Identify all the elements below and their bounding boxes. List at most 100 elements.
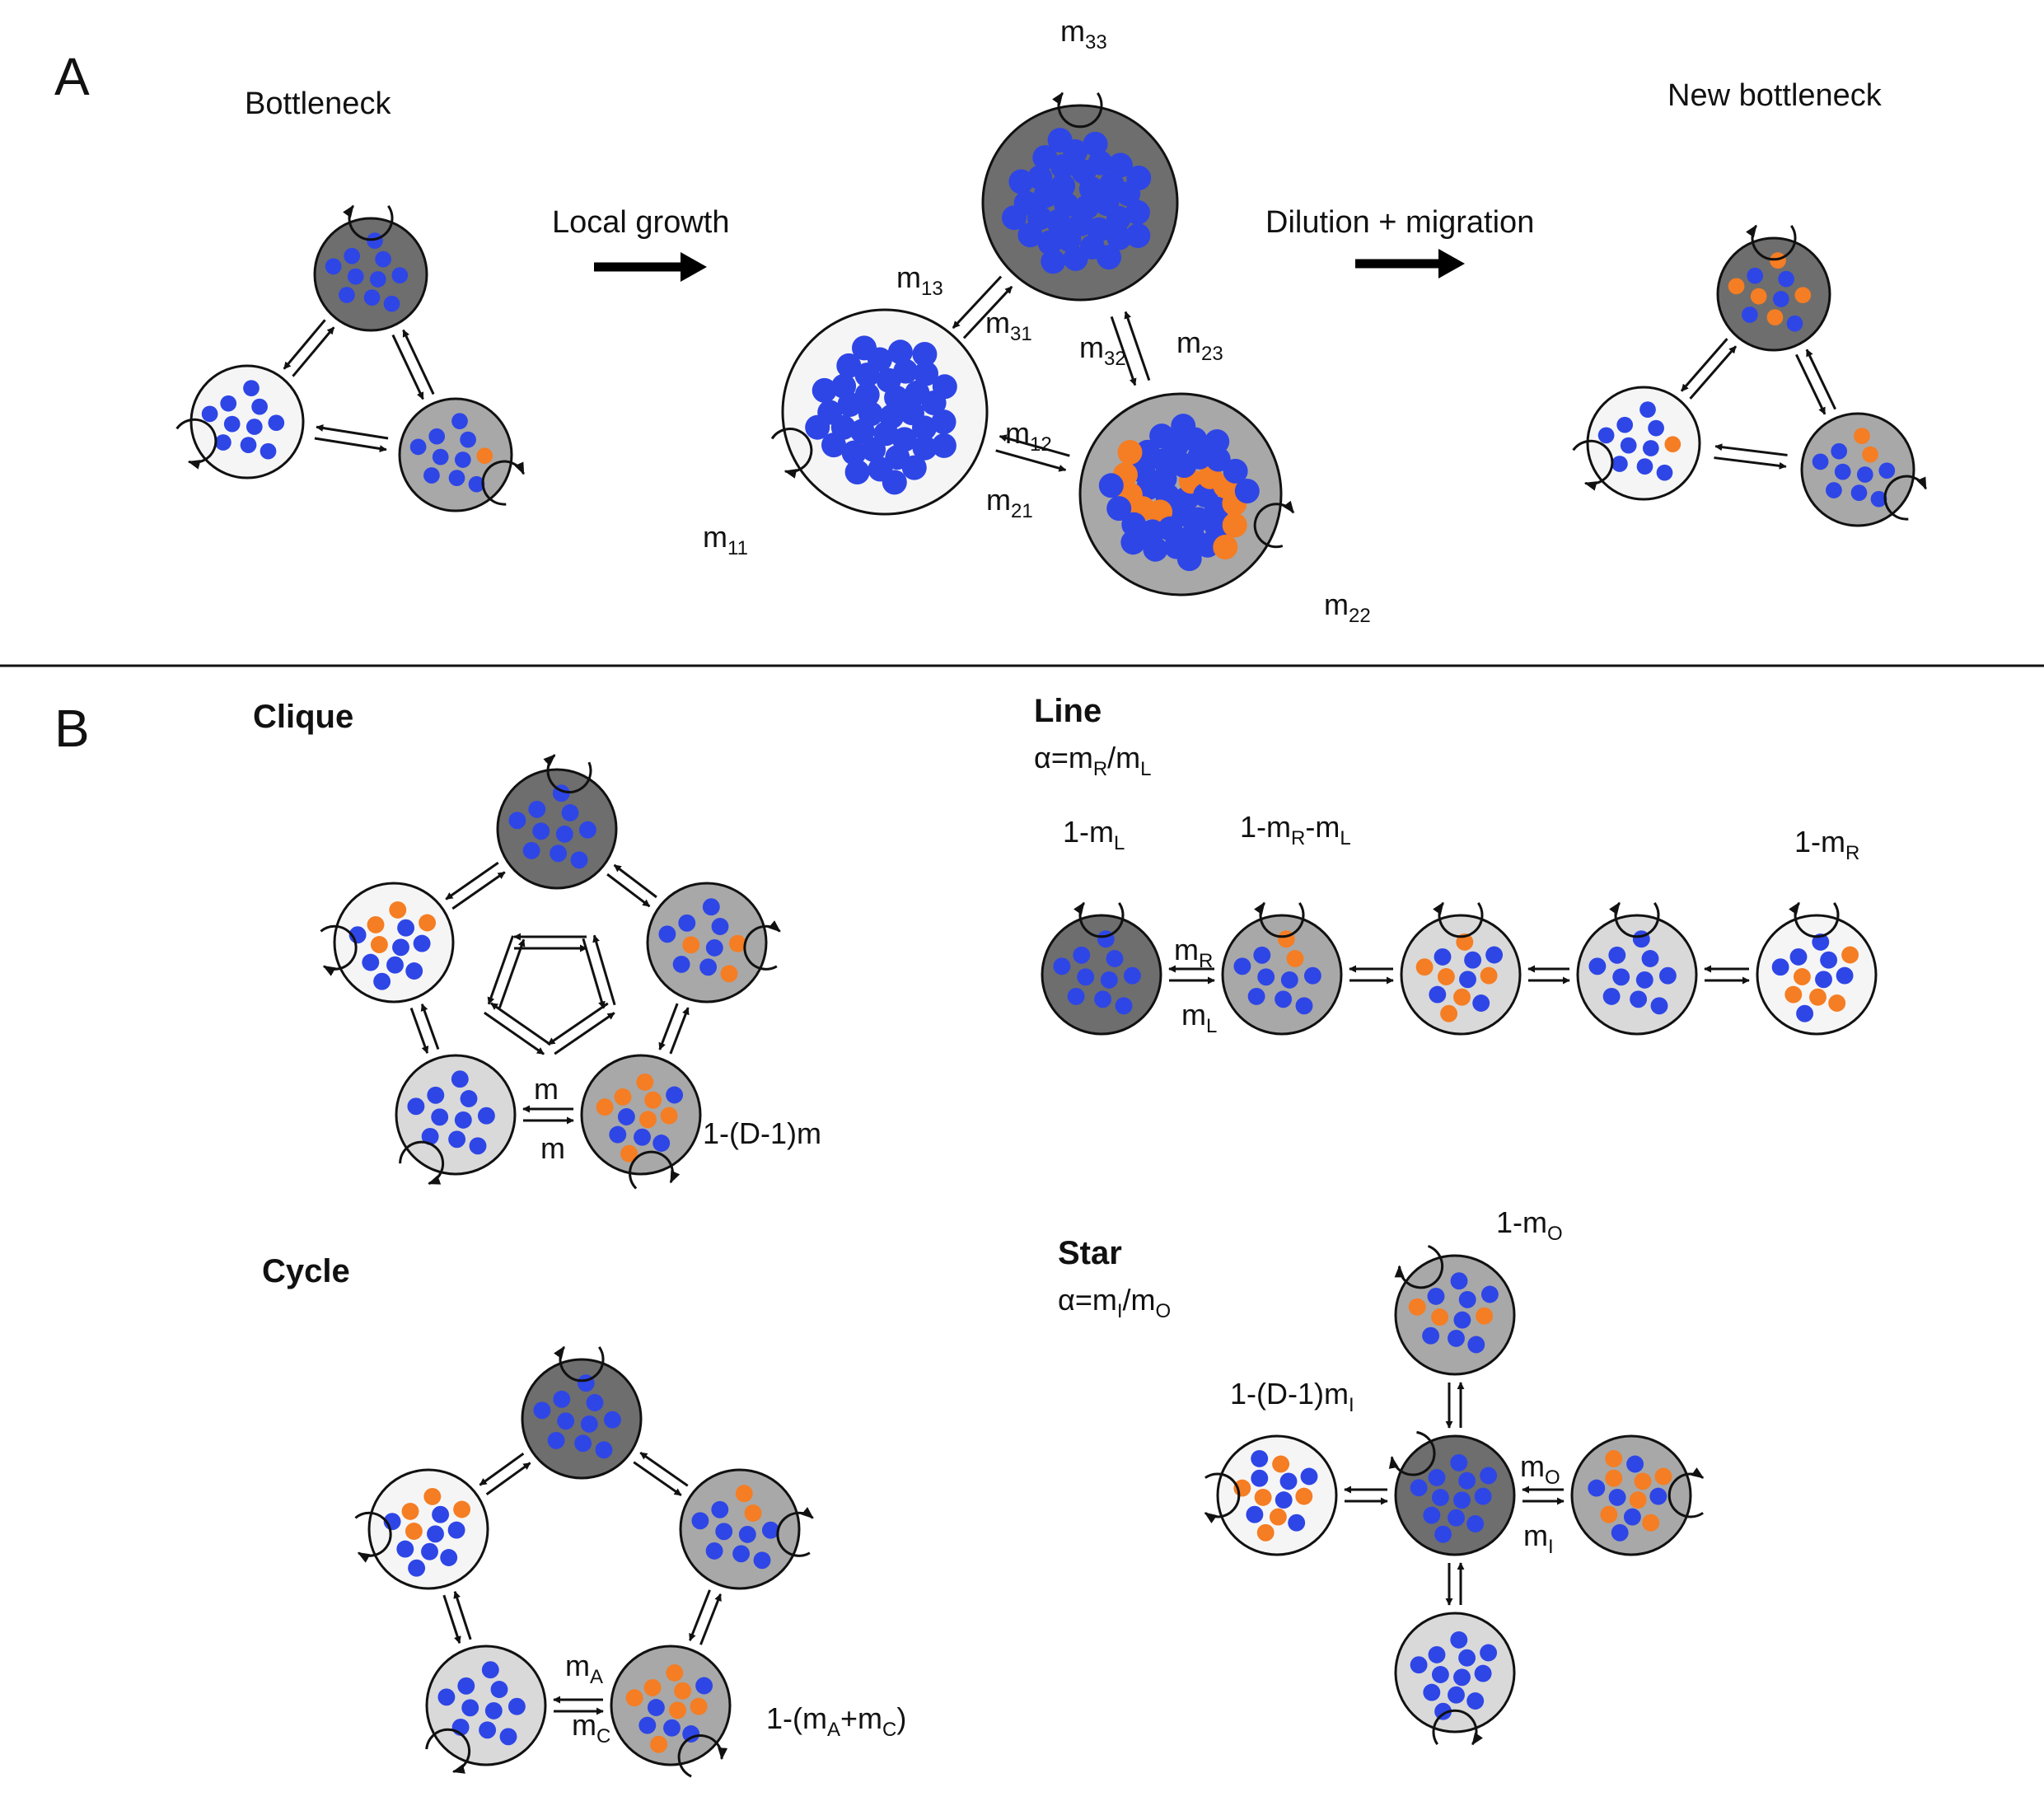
wildtype-cell-dot xyxy=(454,452,471,468)
grown-migration-3-2-forward xyxy=(1110,316,1137,386)
star-self-rate-center: 1-(D-1)mI xyxy=(1230,1377,1354,1416)
wildtype-cell-dot xyxy=(1087,150,1113,175)
clique-patch-2 xyxy=(333,882,455,1004)
wildtype-cell-dot xyxy=(347,268,364,285)
clique-migration-2-4-forward xyxy=(409,1008,429,1055)
wildtype-cell-dot xyxy=(451,1070,469,1088)
wildtype-cell-dot xyxy=(373,972,391,990)
wildtype-cell-dot xyxy=(1107,152,1133,178)
wildtype-cell-dot xyxy=(479,1721,497,1739)
line-patch-3 xyxy=(1400,914,1522,1036)
wildtype-cell-dot xyxy=(468,475,485,493)
mutant-cell-dot xyxy=(1750,288,1767,305)
wildtype-cell-dot xyxy=(586,1394,604,1411)
new-bottleneck-patch-top xyxy=(1716,236,1831,352)
grown-patch-2 xyxy=(1078,392,1283,597)
mutant-cell-dot xyxy=(674,1682,692,1700)
wildtype-cell-dot xyxy=(1588,957,1607,976)
wildtype-cell-dot xyxy=(1626,1455,1644,1473)
wildtype-cell-dot xyxy=(1121,512,1147,537)
star-ratio: α=mI/mO xyxy=(1058,1283,1171,1322)
wildtype-cell-dot xyxy=(1106,225,1132,250)
mutant-cell-dot xyxy=(370,936,388,953)
new-bottleneck-self-loop-right xyxy=(1883,475,1927,521)
clique-self-rate: 1-(D-1)m xyxy=(703,1116,821,1150)
mutant-cell-dot xyxy=(1605,1469,1623,1487)
wildtype-cell-dot xyxy=(409,438,427,456)
cycle-rate-top: mA xyxy=(565,1649,603,1688)
wildtype-cell-dot xyxy=(638,1716,657,1734)
wildtype-cell-dot xyxy=(1233,957,1251,976)
new-bottleneck-migration-top-left-backward xyxy=(1689,345,1738,400)
mutant-cell-dot xyxy=(1766,309,1784,325)
mutant-cell-dot xyxy=(1431,1308,1449,1326)
wildtype-cell-dot xyxy=(1251,1469,1269,1487)
wildtype-cell-dot xyxy=(1106,496,1132,522)
star-self-loop-top xyxy=(1394,1244,1444,1289)
cycle-self-loop-1 xyxy=(554,1345,605,1383)
bottleneck-migration-top-left-backward xyxy=(292,326,335,377)
stage-label-new-bottleneck: New bottleneck xyxy=(1667,78,1883,113)
wildtype-cell-dot xyxy=(1149,423,1175,449)
wildtype-cell-dot xyxy=(1458,1290,1476,1308)
cycle-migration-3-5-backward xyxy=(699,1593,722,1645)
wildtype-cell-dot xyxy=(1423,1506,1441,1524)
star-rate-top: mO xyxy=(1520,1449,1560,1489)
mutant-cell-dot xyxy=(636,1073,654,1091)
wildtype-cell-dot xyxy=(1247,987,1265,1005)
wildtype-cell-dot xyxy=(1171,414,1196,439)
wildtype-cell-dot xyxy=(1434,1702,1452,1720)
wildtype-cell-dot xyxy=(738,1525,756,1543)
wildtype-cell-dot xyxy=(1453,1491,1471,1509)
mutant-cell-dot xyxy=(1642,1514,1660,1532)
mutant-cell-dot xyxy=(728,934,746,952)
star-self-loop-hub xyxy=(1388,1430,1436,1476)
wildtype-cell-dot xyxy=(702,898,720,916)
wildtype-cell-dot xyxy=(578,821,596,839)
wildtype-cell-dot xyxy=(1466,1692,1485,1710)
star-patch-1 xyxy=(1394,1434,1516,1556)
wildtype-cell-dot xyxy=(421,1542,438,1560)
wildtype-cell-dot xyxy=(432,1505,450,1523)
wildtype-cell-dot xyxy=(1257,968,1275,986)
wildtype-cell-dot xyxy=(1135,439,1160,465)
wildtype-cell-dot xyxy=(243,380,260,396)
wildtype-cell-dot xyxy=(1771,958,1789,976)
mutant-cell-dot xyxy=(1634,1472,1652,1490)
new-bottleneck-patch-left xyxy=(1586,386,1701,501)
wildtype-cell-dot xyxy=(666,1086,684,1104)
wildtype-cell-dot xyxy=(1611,456,1628,472)
stage-label-local-growth: Local growth xyxy=(552,205,729,240)
wildtype-cell-dot xyxy=(392,938,409,957)
wildtype-cell-dot xyxy=(1448,1509,1465,1527)
mutant-cell-dot xyxy=(1437,968,1455,985)
bottleneck-self-loop-right xyxy=(481,460,525,506)
wildtype-cell-dot xyxy=(522,841,540,859)
wildtype-cell-dot xyxy=(1428,1645,1446,1663)
wildtype-cell-dot xyxy=(1434,1525,1452,1543)
wildtype-cell-dot xyxy=(448,470,465,486)
wildtype-cell-dot xyxy=(469,1137,487,1155)
star-self-loop-right xyxy=(1667,1467,1705,1518)
mutant-cell-dot xyxy=(389,901,407,919)
clique-self-loop-4 xyxy=(399,1140,445,1186)
wildtype-cell-dot xyxy=(440,1549,458,1566)
process-arrow-dilution xyxy=(1355,249,1465,278)
mutant-cell-dot xyxy=(1256,1523,1275,1542)
wildtype-cell-dot xyxy=(1125,199,1150,225)
wildtype-cell-dot xyxy=(1608,946,1626,964)
wildtype-cell-dot xyxy=(1464,951,1482,969)
wildtype-cell-dot xyxy=(1480,1285,1499,1303)
wildtype-cell-dot xyxy=(678,914,696,932)
mutant-cell-dot xyxy=(1862,446,1878,463)
mutant-cell-dot xyxy=(1453,988,1471,1006)
mutant-cell-dot xyxy=(660,1107,678,1125)
wildtype-cell-dot xyxy=(691,1512,709,1530)
star-patch-5 xyxy=(1394,1612,1516,1733)
wildtype-cell-dot xyxy=(1778,270,1794,288)
wildtype-cell-dot xyxy=(1650,997,1668,1015)
clique-migration-2-5-backward xyxy=(490,1002,551,1046)
wildtype-cell-dot xyxy=(1796,1004,1814,1022)
mutant-cell-dot xyxy=(1605,1449,1623,1467)
clique-migration-2-5-forward xyxy=(484,1011,545,1055)
